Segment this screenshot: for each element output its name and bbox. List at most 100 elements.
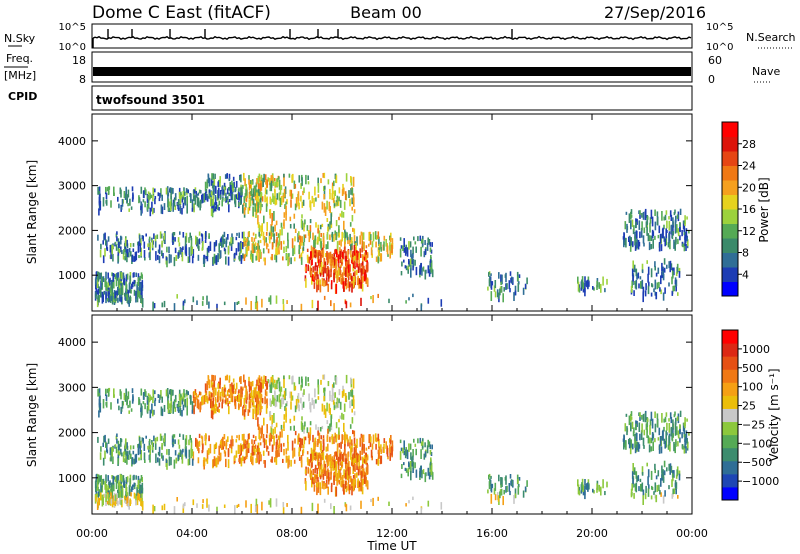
power-echo bbox=[223, 186, 226, 196]
velocity-echo bbox=[353, 462, 356, 471]
velocity-echo bbox=[668, 435, 670, 446]
velocity-echo bbox=[423, 453, 426, 460]
power-echo bbox=[352, 251, 354, 257]
velocity-echo bbox=[278, 394, 281, 403]
power-echo bbox=[326, 200, 328, 210]
power-echo bbox=[116, 273, 118, 281]
power-echo bbox=[232, 176, 235, 181]
velocity-echo bbox=[676, 426, 678, 435]
velocity-colorbar-segment bbox=[722, 434, 738, 449]
velocity-echo bbox=[205, 433, 207, 442]
power-echo bbox=[206, 247, 209, 257]
freq-right-tick-bottom: 0 bbox=[708, 73, 715, 86]
power-echo bbox=[205, 256, 208, 260]
velocity-echo bbox=[314, 464, 317, 470]
power-echo bbox=[126, 239, 128, 247]
power-echo bbox=[629, 235, 631, 241]
velocity-echo bbox=[219, 377, 221, 385]
velocity-echo bbox=[184, 393, 186, 398]
power-echo bbox=[109, 277, 111, 283]
velocity-echo bbox=[277, 435, 280, 441]
power-echo bbox=[147, 191, 150, 195]
velocity-echo bbox=[140, 410, 142, 418]
velocity-echo bbox=[577, 484, 580, 495]
power-echo bbox=[140, 282, 143, 292]
power-echo bbox=[310, 245, 313, 253]
velocity-echo bbox=[191, 458, 194, 466]
power-echo bbox=[380, 241, 382, 250]
velocity-echo bbox=[266, 445, 268, 452]
velocity-echo bbox=[344, 437, 346, 447]
power-echo bbox=[118, 249, 121, 254]
power-echo bbox=[123, 279, 126, 286]
velocity-echo bbox=[168, 449, 170, 456]
power-echo bbox=[323, 186, 325, 191]
power-echo bbox=[127, 189, 130, 198]
velocity-echo bbox=[624, 423, 627, 432]
power-echo bbox=[331, 258, 333, 266]
power-echo bbox=[299, 235, 302, 243]
velocity-echo bbox=[229, 444, 231, 448]
power-echo bbox=[97, 294, 100, 303]
power-echo bbox=[115, 295, 118, 302]
velocity-echo bbox=[354, 468, 356, 472]
power-echo bbox=[683, 243, 686, 252]
power-echo bbox=[323, 262, 326, 272]
power-echo bbox=[675, 279, 678, 287]
power-echo bbox=[330, 269, 332, 278]
velocity-echo bbox=[324, 469, 326, 476]
power-echo bbox=[98, 190, 100, 195]
power-echo bbox=[264, 174, 267, 181]
velocity-echo bbox=[359, 465, 361, 473]
velocity-echo bbox=[345, 453, 347, 459]
velocity-echo bbox=[187, 391, 189, 396]
power-echo bbox=[649, 217, 652, 224]
velocity-echo bbox=[663, 460, 666, 468]
station-title: Dome C East (fitACF) bbox=[92, 3, 271, 23]
power-echo bbox=[232, 186, 234, 192]
velocity-echo bbox=[260, 393, 263, 399]
velocity-echo bbox=[333, 405, 336, 409]
velocity-echo bbox=[327, 443, 329, 452]
velocity-echo bbox=[265, 405, 268, 414]
velocity-echo bbox=[323, 483, 325, 490]
velocity-echo bbox=[230, 397, 233, 402]
power-echo bbox=[245, 187, 248, 196]
velocity-echo bbox=[105, 474, 107, 484]
power-echo bbox=[161, 206, 164, 215]
velocity-echo bbox=[266, 381, 268, 390]
power-echo bbox=[107, 291, 110, 298]
velocity-echo bbox=[240, 445, 242, 455]
velocity-echo bbox=[350, 377, 352, 385]
power-echo bbox=[117, 297, 119, 303]
power-echo bbox=[257, 215, 259, 225]
velocity-echo bbox=[321, 469, 324, 474]
velocity-echo bbox=[661, 431, 664, 441]
power-echo bbox=[320, 178, 322, 184]
velocity-echo bbox=[180, 396, 183, 401]
velocity-echo bbox=[352, 430, 354, 435]
power-echo bbox=[305, 174, 307, 185]
velocity-echo bbox=[124, 459, 126, 463]
power-echo bbox=[178, 200, 180, 206]
velocity-echo bbox=[673, 414, 676, 418]
velocity-echo bbox=[119, 490, 121, 498]
power-echo bbox=[97, 288, 100, 295]
velocity-echo bbox=[284, 406, 286, 411]
power-echo bbox=[686, 235, 688, 242]
velocity-echo bbox=[231, 393, 234, 398]
power-echo bbox=[242, 253, 244, 259]
power-echo bbox=[172, 236, 174, 240]
power-echo bbox=[517, 276, 519, 281]
velocity-echo bbox=[182, 392, 185, 399]
velocity-echo bbox=[497, 495, 500, 502]
power-echo bbox=[291, 238, 294, 249]
power-echo bbox=[143, 241, 146, 249]
power-echo bbox=[170, 254, 172, 263]
velocity-echo bbox=[307, 377, 309, 382]
power-echo bbox=[195, 235, 197, 245]
power-echo bbox=[132, 248, 135, 252]
power-echo bbox=[352, 272, 355, 277]
velocity-echo bbox=[429, 444, 432, 449]
power-echo bbox=[671, 276, 673, 285]
